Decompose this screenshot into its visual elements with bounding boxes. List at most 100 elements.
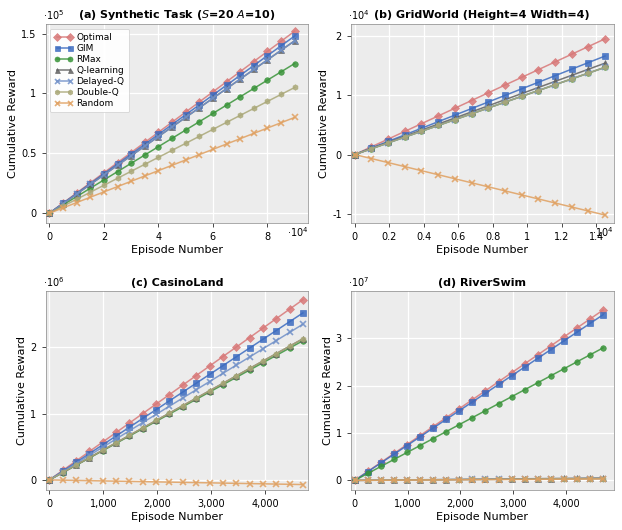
Optimal [45,477,53,483]
GIM [45,210,53,216]
GIM [434,119,442,125]
Delayed-Q [600,475,607,482]
Double-Q [113,439,120,446]
Q-learning [165,410,173,416]
Random [179,479,187,485]
Text: ·10$^{4}$: ·10$^{4}$ [287,225,309,238]
RMax [585,70,592,76]
Q-learning [209,95,216,101]
Q-learning [377,477,384,483]
RMax [351,152,358,158]
Random [192,480,200,486]
Random [551,200,559,206]
Q-learning [155,134,162,140]
Random [139,479,147,485]
Random [481,476,489,483]
Q-learning [551,78,559,85]
RMax [45,477,53,483]
RMax [264,77,271,83]
Delayed-Q [128,153,135,159]
Delayed-Q [152,411,160,418]
Delayed-Q [73,191,80,197]
Random [86,194,94,200]
Double-Q [99,447,106,453]
Title: (a) Synthetic Task ($S$=20 $A$=10): (a) Synthetic Task ($S$=20 $A$=10) [78,8,276,22]
Random [165,479,173,485]
Line: Random: Random [47,477,305,488]
RMax [141,152,149,158]
Random [508,476,516,483]
Optimal [141,139,149,146]
Text: ·10$^{4}$: ·10$^{4}$ [348,8,370,22]
Optimal [403,441,411,448]
X-axis label: Episode Number: Episode Number [131,511,223,522]
GIM [587,320,594,326]
Q-learning [291,38,299,44]
Optimal [152,401,160,407]
Q-learning [179,402,187,409]
Q-learning [128,153,135,159]
GIM [233,354,240,360]
Delayed-Q [195,104,203,111]
Double-Q [272,350,280,357]
Double-Q [299,335,307,342]
Random [195,152,203,158]
Double-Q [364,477,371,483]
Random [534,476,542,482]
Q-learning [277,47,285,54]
Q-learning [521,475,529,482]
Y-axis label: Cumulative Reward: Cumulative Reward [323,336,333,445]
Random [264,125,271,131]
Random [351,152,358,158]
Double-Q [223,119,230,126]
Optimal [169,119,176,126]
Optimal [481,387,489,394]
Q-learning [299,335,307,342]
Double-Q [139,425,147,431]
RMax [139,426,147,432]
Delayed-Q [551,82,559,88]
Optimal [155,129,162,136]
Title: (d) RiverSwim: (d) RiverSwim [439,278,526,287]
Delayed-Q [72,461,80,467]
GIM [277,42,285,49]
Delayed-Q [272,338,280,344]
Q-learning [182,114,190,121]
Delayed-Q [547,476,555,482]
RMax [451,117,458,123]
Double-Q [165,410,173,416]
Title: (b) GridWorld (Height=4 Width=4): (b) GridWorld (Height=4 Width=4) [374,11,590,21]
Q-learning [141,143,149,149]
Double-Q [418,128,425,135]
Q-learning [416,476,424,483]
Double-Q [377,477,384,483]
GIM [455,408,463,414]
RMax [403,449,411,456]
Random [206,480,213,486]
Optimal [182,109,190,115]
Line: Optimal: Optimal [47,297,305,483]
Delayed-Q [99,444,106,450]
GIM [141,141,149,147]
Q-learning [195,104,203,111]
Random [568,204,575,210]
Optimal [286,306,294,312]
GIM [521,364,529,370]
RMax [73,193,80,200]
Optimal [264,48,271,55]
X-axis label: Episode Number: Episode Number [131,244,223,254]
RMax [259,359,267,366]
Random [451,175,458,182]
Optimal [364,468,371,474]
Q-learning [534,475,542,482]
Line: GIM: GIM [352,312,606,483]
Delayed-Q [390,477,397,483]
Line: Random: Random [47,114,297,216]
Optimal [86,180,94,186]
Q-learning [518,91,526,97]
Double-Q [600,475,607,482]
Delayed-Q [508,476,516,482]
Delayed-Q [568,76,575,82]
Optimal [429,423,437,430]
GIM [236,72,244,78]
